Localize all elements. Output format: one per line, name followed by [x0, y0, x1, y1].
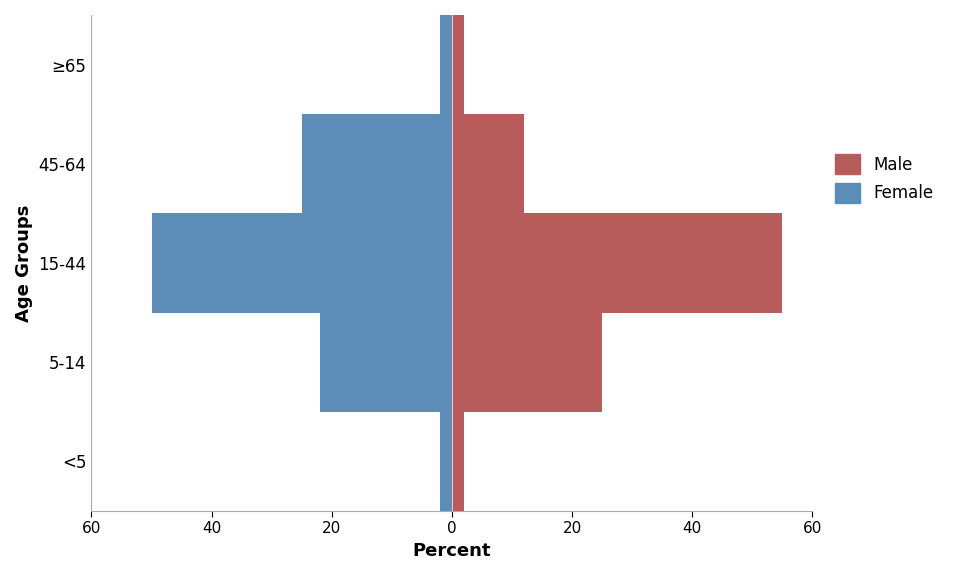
Bar	[152, 213, 452, 313]
Bar	[452, 313, 603, 412]
Bar	[452, 213, 782, 313]
Bar	[320, 313, 452, 412]
Bar	[452, 114, 524, 213]
Bar	[302, 114, 452, 213]
Legend: Male, Female: Male, Female	[828, 147, 940, 210]
Y-axis label: Age Groups: Age Groups	[15, 204, 33, 321]
X-axis label: Percent: Percent	[413, 542, 491, 560]
Bar	[452, 412, 464, 511]
Bar	[452, 15, 464, 114]
Bar	[440, 15, 452, 114]
Bar	[440, 412, 452, 511]
